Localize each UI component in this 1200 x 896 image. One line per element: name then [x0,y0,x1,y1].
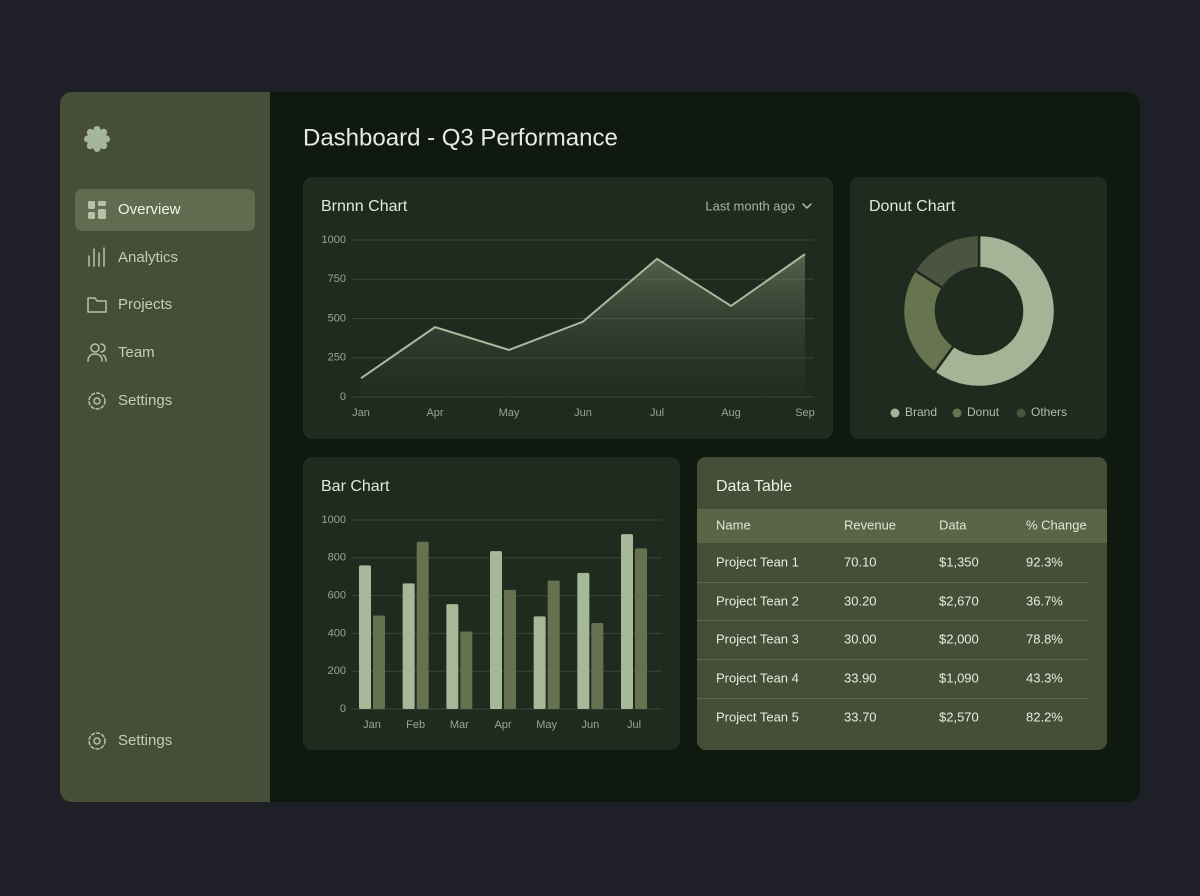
table-cell: $1,090 [939,670,979,685]
card-title: Donut Chart [869,198,956,215]
bar [490,551,502,709]
y-tick-label: 750 [328,273,346,285]
legend-label: Others [1031,405,1067,419]
table-cell: 78.8% [1026,631,1063,646]
x-tick-label: Aug [721,407,741,419]
table-header: % Change [1026,517,1087,532]
legend-label: Donut [967,405,1000,419]
x-tick-label: May [536,719,557,731]
x-tick-label: Apr [494,719,511,731]
chevron [802,203,812,209]
area-fill [361,254,805,397]
table-cell: $2,000 [939,631,979,646]
table-cell: 70.10 [844,554,877,569]
y-tick-label: 1000 [322,234,346,246]
table-cell: Project Tean 4 [716,670,799,685]
table-cell: $1,350 [939,554,979,569]
nav-item[interactable]: Overview [118,201,181,218]
legend-swatch [952,408,962,418]
table-cell: 36.7% [1026,593,1063,608]
table-header-bg [697,509,1107,543]
table-cell: 30.20 [844,593,877,608]
bar [621,534,633,709]
table-cell: 30.00 [844,631,877,646]
bar [577,572,590,709]
y-tick-label: 200 [328,665,346,677]
y-tick-label: 250 [328,352,346,364]
table-header: Revenue [844,517,896,532]
x-tick-label: May [499,407,520,419]
logo [84,126,110,152]
bar [504,589,516,709]
card-title: Bar Chart [321,478,390,495]
y-tick-label: 800 [328,552,346,564]
bar [635,548,647,709]
x-tick-label: Jun [581,719,599,731]
bar [547,580,560,709]
x-tick-label: Jun [574,407,592,419]
table-cell: 33.70 [844,709,877,724]
legend-swatch [1016,408,1026,418]
x-tick-label: Jan [352,407,370,419]
y-tick-label: 1000 [322,514,346,526]
x-tick-label: Jul [627,719,641,731]
card-title: Brnnn Chart [321,198,408,215]
legend-label: Brand [905,405,937,419]
nav-active-bg [75,189,255,231]
bar [416,541,429,709]
nav-item[interactable]: Analytics [118,249,178,266]
x-tick-label: Mar [450,719,469,731]
table-cell: $2,670 [939,593,979,608]
card-title: Data Table [716,478,792,495]
bar [591,623,604,709]
bar [359,565,371,709]
table-cell: 43.3% [1026,670,1063,685]
bar [373,615,385,709]
bar [446,604,459,709]
donut-segment [913,233,981,290]
table-header: Name [716,517,751,532]
table-cell: 92.3% [1026,554,1063,569]
y-tick-label: 600 [328,590,346,602]
nav-item[interactable]: Projects [118,296,172,313]
x-tick-label: Jan [363,719,381,731]
x-tick-label: Sep [795,407,815,419]
donut-segment [932,233,1057,389]
legend-swatch [890,408,900,418]
table-header: Data [939,517,967,532]
bar [402,583,415,709]
table-cell: 33.90 [844,670,877,685]
x-tick-label: Jul [650,407,664,419]
x-tick-label: Apr [426,407,443,419]
nav-item[interactable]: Settings [118,392,172,409]
nav-item[interactable]: Team [118,344,155,361]
table-cell: Project Tean 5 [716,709,799,724]
table-cell: 82.2% [1026,709,1063,724]
x-tick-label: Feb [406,719,425,731]
y-tick-label: 400 [328,627,346,639]
table-cell: Project Tean 2 [716,593,799,608]
nav-icons [87,201,107,750]
y-tick-label: 0 [340,391,346,403]
y-tick-label: 500 [328,312,346,324]
card [850,177,1107,439]
y-tick-label: 0 [340,703,346,715]
table-cell: $2,570 [939,709,979,724]
table-cell: Project Tean 3 [716,631,799,646]
bar [533,616,546,709]
nav-footer[interactable]: Settings [118,732,172,749]
area-line [360,253,806,379]
bar [460,631,473,709]
page-title: Dashboard - Q3 Performance [303,124,618,151]
filter-dropdown[interactable]: Last month ago [705,198,795,213]
table-cell: Project Tean 1 [716,554,799,569]
